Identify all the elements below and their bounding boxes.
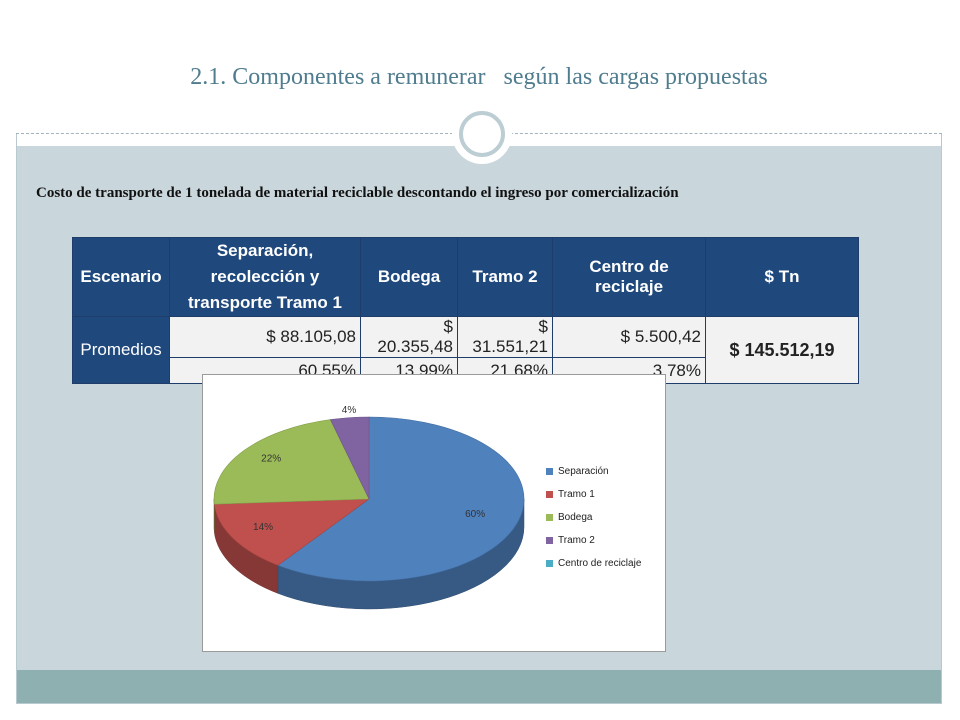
pie-chart-box: 60% 14% 22% 4% (202, 374, 666, 652)
pie-label-tramo-1: 14% (253, 522, 273, 533)
legend-item: Centro de reciclaje (546, 552, 641, 575)
legend-label: Separación (558, 466, 609, 477)
legend-swatch (546, 514, 553, 521)
legend-swatch (546, 491, 553, 498)
cell-value-bodega: $ 20.355,48 (360, 316, 458, 358)
pie-slice-separación (277, 416, 525, 582)
legend-item: Separación (546, 460, 641, 483)
header-tramo2: Tramo 2 (457, 237, 553, 317)
legend-label: Bodega (558, 512, 593, 523)
pie-label-separación: 60% (465, 509, 485, 520)
legend-item: Tramo 1 (546, 483, 641, 506)
pie-slice-bodega (213, 419, 370, 505)
pie-label-tramo-2: 4% (342, 405, 357, 416)
footer-bar (17, 670, 941, 703)
cost-table: Escenario Separación, recolección y tran… (72, 237, 859, 384)
legend-item: Bodega (546, 506, 641, 529)
table-header-row: Escenario Separación, recolección y tran… (72, 237, 859, 317)
legend-label: Tramo 2 (558, 535, 595, 546)
legend-swatch (546, 468, 553, 475)
table-row: Promedios $ 88.105,08 $ 20.355,48 $ 31.5… (72, 316, 859, 384)
pie-slice-tramo-1 (213, 498, 370, 566)
header-separacion: Separación, recolección y transporte Tra… (169, 237, 361, 317)
header-total-tn: $ Tn (705, 237, 859, 317)
pie-slice-tramo-2 (330, 416, 370, 500)
pie-chart: 60% 14% 22% 4% (213, 405, 525, 610)
cell-total: $ 145.512,19 (705, 316, 859, 384)
cell-value-tramo2: $ 31.551,21 (457, 316, 553, 358)
row-label-promedios: Promedios (72, 316, 170, 384)
legend-label: Tramo 1 (558, 489, 595, 500)
decorative-ring-icon (459, 111, 505, 157)
cell-value-centro: $ 5.500,42 (552, 316, 706, 358)
legend-swatch (546, 560, 553, 567)
legend-label: Centro de reciclaje (558, 558, 642, 569)
chart-legend: Separación Tramo 1 Bodega Tramo 2 Centro de … (546, 460, 641, 575)
header-bodega: Bodega (360, 237, 458, 317)
header-centro-reciclaje: Centro de reciclaje (552, 237, 706, 317)
legend-swatch (546, 537, 553, 544)
slide-title: 2.1. Componentes a remunerar según las c… (190, 64, 768, 90)
slide-subtitle: Costo de transporte de 1 tonelada de mat… (36, 185, 679, 201)
legend-item: Tramo 2 (546, 529, 641, 552)
header-escenario: Escenario (72, 237, 170, 317)
cell-value-separacion: $ 88.105,08 (169, 316, 361, 358)
pie-label-bodega: 22% (261, 453, 281, 464)
